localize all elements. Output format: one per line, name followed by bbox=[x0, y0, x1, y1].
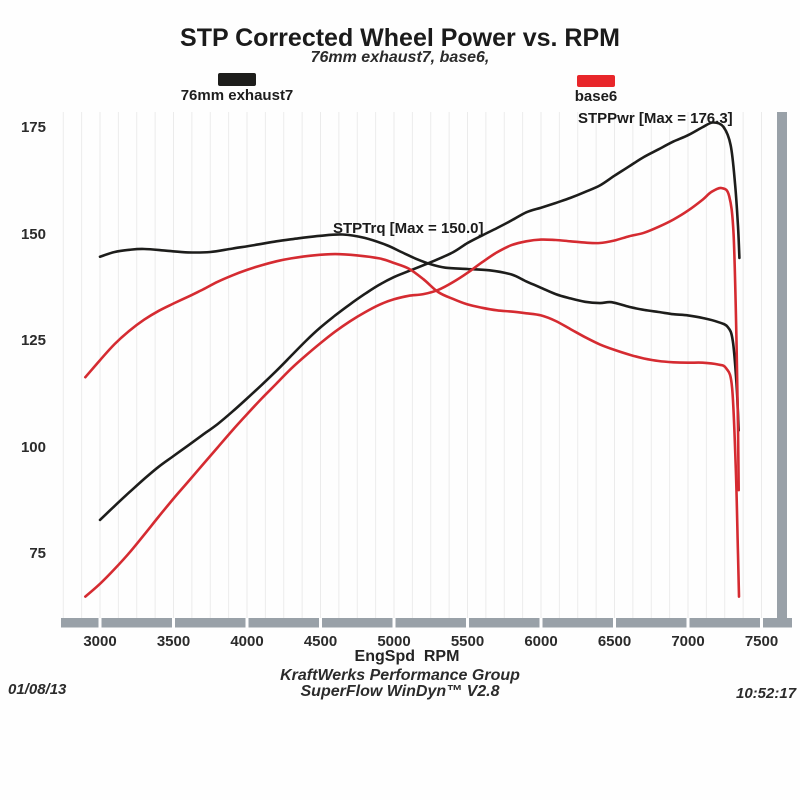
chart-title: STP Corrected Wheel Power vs. RPM bbox=[180, 24, 620, 52]
x-tick-label: 4000 bbox=[230, 633, 264, 650]
axis-tick-notch bbox=[319, 618, 322, 628]
legend-label-76mm-exhaust7: 76mm exhaust7 bbox=[180, 87, 294, 104]
legend-label-base6: base6 bbox=[574, 88, 618, 105]
axis-tick-notch bbox=[392, 618, 396, 628]
annotation-stptrq-max: STPTrq [Max = 150.0] bbox=[333, 220, 484, 237]
curve-base6-stppwr bbox=[84, 186, 740, 598]
x-axis-bar bbox=[61, 618, 792, 628]
y-tick-label: 125 bbox=[20, 332, 46, 349]
curve-76mm-exhaust7-stppwr bbox=[98, 121, 741, 522]
x-tick-label: 6000 bbox=[524, 633, 558, 650]
curve-base6-stptrq bbox=[84, 252, 741, 598]
date-stamp: 01/08/13 bbox=[8, 681, 67, 698]
axis-tick-notch bbox=[539, 618, 543, 628]
x-tick-label: 7000 bbox=[671, 633, 705, 650]
axis-tick-notch bbox=[172, 618, 175, 628]
x-tick-label: 3500 bbox=[156, 633, 191, 650]
axis-tick-notch bbox=[760, 618, 763, 628]
footer-software: SuperFlow WinDyn™ V2.8 bbox=[300, 683, 500, 700]
y-tick-label: 150 bbox=[20, 225, 46, 243]
x-tick-label: 7500 bbox=[744, 633, 779, 650]
y-tick-label: 100 bbox=[20, 438, 46, 456]
y-tick-label: 75 bbox=[29, 545, 46, 562]
right-axis-bar bbox=[777, 112, 787, 628]
footer-company: KraftWerks Performance Group bbox=[280, 667, 520, 684]
axis-tick-notch bbox=[613, 618, 616, 628]
x-tick-label: 6500 bbox=[597, 633, 632, 650]
y-tick-label: 175 bbox=[20, 119, 46, 136]
x-tick-label: 5000 bbox=[377, 633, 411, 650]
x-tick-label: 4500 bbox=[303, 633, 338, 650]
axis-tick-notch bbox=[98, 618, 102, 628]
x-tick-label: 3000 bbox=[83, 633, 117, 650]
legend-swatch-76mm-exhaust7 bbox=[218, 73, 256, 86]
axis-tick-notch bbox=[686, 618, 690, 628]
axis-tick-notch bbox=[245, 618, 249, 628]
legend-swatch-base6 bbox=[577, 75, 615, 87]
annotation-stppwr-max: STPPwr [Max = 176.3] bbox=[578, 110, 733, 127]
x-tick-label: 5500 bbox=[450, 633, 485, 650]
curve-76mm-exhaust7-stptrq bbox=[98, 233, 740, 432]
time-stamp: 10:52:17 bbox=[736, 685, 797, 702]
chart-subtitle: 76mm exhaust7, base6, bbox=[310, 49, 490, 66]
x-axis-label: EngSpd RPM bbox=[354, 648, 460, 665]
axis-tick-notch bbox=[466, 618, 469, 628]
